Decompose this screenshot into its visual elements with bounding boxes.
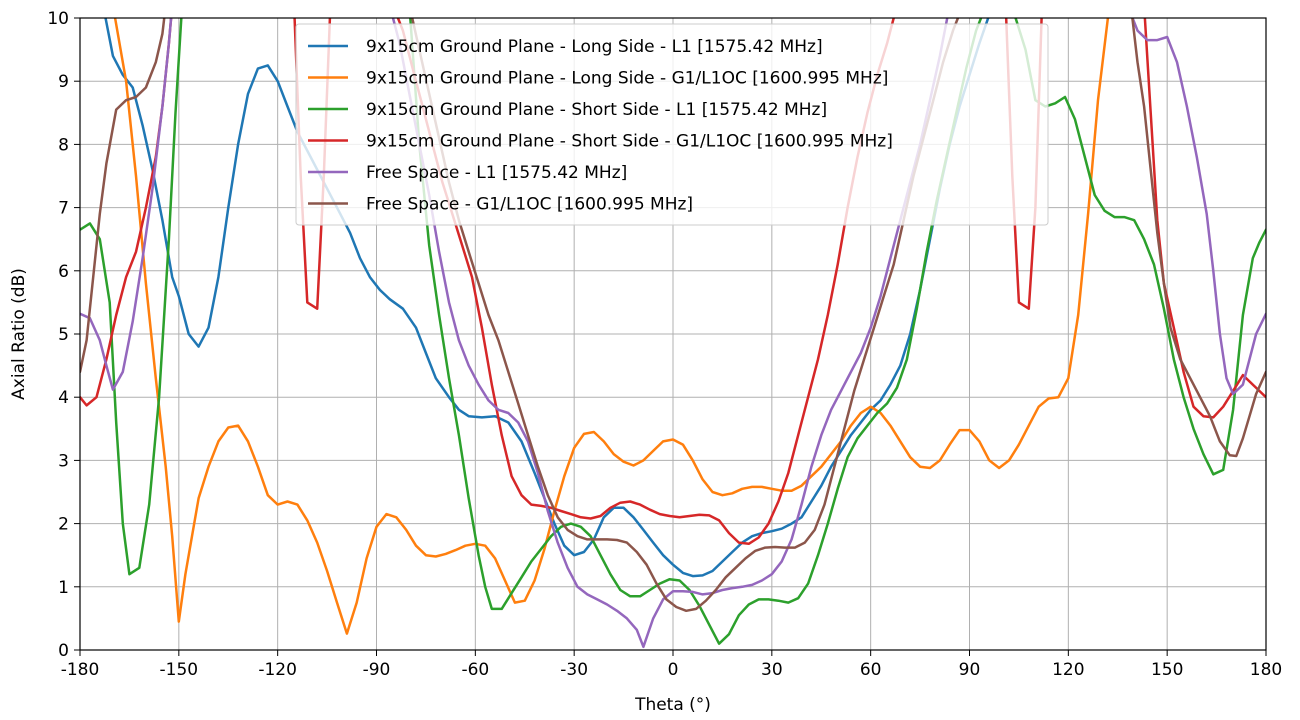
y-axis-label: Axial Ratio (dB) <box>9 268 29 400</box>
y-tick-label: 7 <box>58 199 69 219</box>
x-tick-label: 90 <box>959 660 981 680</box>
legend-entry: 9x15cm Ground Plane - Long Side - G1/L1O… <box>366 69 888 89</box>
x-tick-label: 30 <box>761 660 783 680</box>
y-tick-label: 1 <box>58 578 69 598</box>
y-tick-label: 0 <box>58 641 69 661</box>
y-tick-label: 2 <box>58 515 69 535</box>
y-tick-label: 5 <box>58 325 69 345</box>
legend-box <box>295 23 1049 226</box>
series-line-5 <box>1131 18 1266 396</box>
legend-entry: 9x15cm Ground Plane - Short Side - L1 [1… <box>366 100 827 120</box>
x-tick-label: -90 <box>363 660 391 680</box>
series-line-4 <box>396 18 896 546</box>
x-tick-label: 60 <box>860 660 882 680</box>
series-line-4 <box>1143 18 1266 419</box>
series-line-3 <box>409 18 983 645</box>
y-tick-label: 6 <box>58 262 69 282</box>
y-tick-label: 3 <box>58 451 69 471</box>
series-line-6 <box>80 18 166 374</box>
legend-entry: 9x15cm Ground Plane - Long Side - L1 [15… <box>366 37 823 57</box>
x-tick-label: -30 <box>560 660 588 680</box>
series-line-5 <box>391 18 949 649</box>
series-line-1 <box>104 18 990 578</box>
x-tick-label: -150 <box>160 660 199 680</box>
series-line-6 <box>410 18 960 613</box>
legend-entry: Free Space - G1/L1OC [1600.995 MHz] <box>366 195 693 215</box>
x-tick-label: 180 <box>1250 660 1282 680</box>
series-line-3 <box>80 18 183 576</box>
y-tick-label: 8 <box>58 135 69 155</box>
x-tick-label: 150 <box>1151 660 1183 680</box>
legend-entry: 9x15cm Ground Plane - Short Side - G1/L1… <box>366 132 893 152</box>
x-axis-label: Theta (°) <box>634 695 711 715</box>
x-tick-label: -60 <box>461 660 489 680</box>
legend: 9x15cm Ground Plane - Long Side - L1 [15… <box>295 23 1049 226</box>
x-tick-label: 120 <box>1052 660 1084 680</box>
series-line-5 <box>80 18 173 391</box>
legend-entry: Free Space - L1 [1575.42 MHz] <box>366 163 627 183</box>
y-tick-label: 9 <box>58 72 69 92</box>
series-line-3 <box>1014 18 1266 476</box>
x-tick-label: 0 <box>668 660 679 680</box>
series-line-2 <box>113 18 1110 635</box>
y-axis-ticks: 0 1 2 3 4 5 6 7 8 9 10 <box>47 9 80 661</box>
y-tick-label: 10 <box>47 9 69 29</box>
x-axis-ticks: -180 -150 -120 -90 -60 -30 0 30 60 90 120 150 180 <box>61 650 1282 680</box>
series-line-6 <box>1131 18 1266 458</box>
x-tick-label: -180 <box>61 660 100 680</box>
y-tick-label: 4 <box>58 388 69 408</box>
x-tick-label: -120 <box>258 660 297 680</box>
